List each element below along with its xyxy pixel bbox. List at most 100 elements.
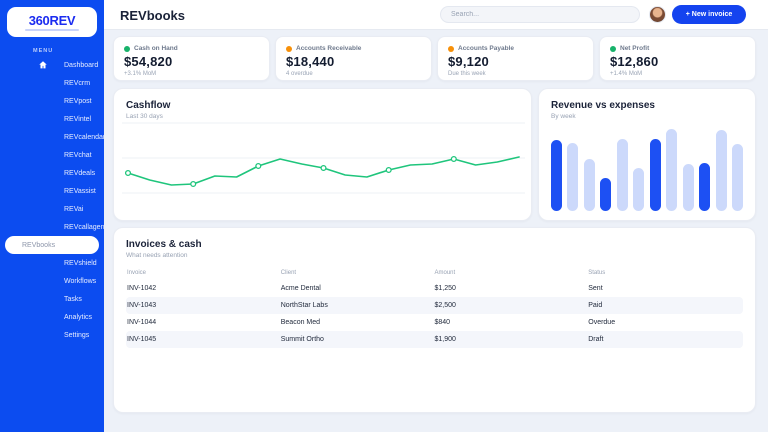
sidebar-item-revpost[interactable]: REVpost	[0, 92, 104, 110]
sidebar-item-revassist[interactable]: REVassist	[0, 182, 104, 200]
kpi-card-net-profit: Net Profit $12,860 +1.4% MoM	[599, 36, 756, 81]
kpi-label: Cash on Hand	[134, 45, 178, 52]
sidebar-item-dashboard[interactable]: Dashboard	[0, 56, 104, 74]
sidebar-item-label: REVdeals	[64, 169, 96, 177]
status-dot	[286, 45, 292, 52]
status-dot	[124, 45, 130, 52]
sidebar-item-label: REVshield	[64, 259, 97, 267]
revenue-subtitle: By week	[551, 113, 576, 120]
table-row[interactable]: INV-1045 Summit Ortho $1,900 Draft	[126, 331, 743, 348]
bar-expenses	[715, 130, 727, 211]
new-invoice-button[interactable]: + New invoice	[672, 5, 746, 24]
cell-invoice: INV-1042	[127, 285, 157, 292]
cell-invoice: INV-1043	[127, 302, 157, 309]
sidebar-item-revbooks-active[interactable]: REVbooks	[5, 236, 99, 254]
user-avatar[interactable]	[649, 6, 666, 23]
cell-client: NorthStar Labs	[280, 302, 328, 309]
kpi-label: Accounts Payable	[458, 45, 514, 52]
sidebar-nav: Dashboard REVcrm REVpost REVintel REVcal…	[0, 56, 107, 344]
col-header-invoice: Invoice	[127, 270, 147, 276]
cashflow-card: Cashflow Last 30 days	[113, 88, 532, 221]
invoices-card: Invoices & cash What needs attention Inv…	[113, 227, 756, 413]
page-title: REVbooks	[120, 8, 186, 23]
col-header-amount: Amount	[434, 270, 456, 276]
col-header-client: Client	[280, 270, 297, 276]
sidebar-item-analytics[interactable]: Analytics	[0, 308, 104, 326]
status-dot	[448, 45, 454, 52]
sidebar-item-label: REVcallagent	[64, 223, 107, 231]
sidebar-item-label: REVbooks	[22, 241, 56, 249]
invoices-title: Invoices & cash	[126, 239, 202, 250]
kpi-sub: +3.1% MoM	[124, 71, 157, 77]
revenue-expenses-bars	[551, 123, 743, 211]
kpi-label: Net Profit	[620, 45, 650, 52]
sidebar-item-label: REVintel	[64, 115, 92, 123]
sidebar-item-label: REVassist	[64, 187, 96, 195]
revenue-title: Revenue vs expenses	[551, 100, 655, 111]
col-header-status: Status	[588, 270, 606, 276]
bar-expenses	[583, 159, 595, 211]
sidebar: 360REV MENU Dashboard REVcrm REVpost REV…	[0, 0, 107, 432]
sidebar-item-tasks[interactable]: Tasks	[0, 290, 104, 308]
app-logo: 360REV	[7, 7, 97, 37]
table-row[interactable]: INV-1043 NorthStar Labs $2,500 Paid	[126, 297, 743, 314]
invoices-subtitle: What needs attention	[126, 252, 188, 259]
sidebar-item-revchat[interactable]: REVchat	[0, 146, 104, 164]
kpi-card-cash-on-hand: Cash on Hand $54,820 +3.1% MoM	[113, 36, 270, 81]
table-row[interactable]: INV-1044 Beacon Med $840 Overdue	[126, 314, 743, 331]
cell-status: Draft	[588, 336, 604, 343]
cell-client: Summit Ortho	[280, 336, 324, 343]
search-input[interactable]	[440, 6, 640, 23]
kpi-value: $18,440	[286, 54, 335, 69]
bar-expenses	[633, 168, 645, 211]
sidebar-item-label: Dashboard	[64, 61, 99, 69]
table-row[interactable]: INV-1042 Acme Dental $1,250 Sent	[126, 280, 743, 297]
kpi-value: $9,120	[448, 54, 489, 69]
cell-invoice: INV-1044	[127, 319, 157, 326]
sidebar-item-revcallagent[interactable]: REVcallagent	[0, 218, 107, 236]
bar-expenses	[567, 143, 579, 211]
cashflow-subtitle: Last 30 days	[126, 113, 163, 120]
sidebar-item-label: Tasks	[64, 295, 82, 303]
kpi-label: Accounts Receivable	[296, 45, 362, 52]
cell-amount: $1,900	[434, 336, 456, 343]
kpi-card-accounts-receivable: Accounts Receivable $18,440 4 overdue	[275, 36, 432, 81]
sidebar-item-workflows[interactable]: Workflows	[0, 272, 104, 290]
sidebar-item-revcalendar[interactable]: REVcalendar	[0, 128, 105, 146]
sidebar-item-label: REVchat	[64, 151, 92, 159]
sidebar-item-label: Workflows	[64, 277, 97, 285]
bar-revenue	[551, 140, 562, 211]
table-header-row: Invoice Client Amount Status	[126, 268, 743, 280]
bar-expenses	[682, 164, 694, 211]
bar-revenue	[649, 139, 661, 211]
kpi-sub: +1.4% MoM	[610, 71, 643, 77]
cell-amount: $840	[434, 319, 451, 326]
sidebar-item-revai[interactable]: REVai	[0, 200, 104, 218]
sidebar-item-settings[interactable]: Settings	[0, 326, 104, 344]
sidebar-item-label: Settings	[64, 331, 90, 339]
sidebar-item-revintel[interactable]: REVintel	[0, 110, 104, 128]
sidebar-item-label: REVpost	[64, 97, 92, 105]
logo-tagline	[25, 29, 79, 31]
cell-amount: $1,250	[434, 285, 456, 292]
sidebar-item-label: REVcrm	[64, 79, 91, 87]
bar-revenue	[699, 163, 711, 211]
sidebar-item-revshield[interactable]: REVshield	[0, 254, 104, 272]
cell-client: Beacon Med	[280, 319, 321, 326]
cell-amount: $2,500	[434, 302, 456, 309]
bar-revenue	[600, 178, 612, 211]
kpi-sub: Due this week	[448, 71, 486, 77]
sidebar-item-label: Analytics	[64, 313, 93, 321]
cell-client: Acme Dental	[280, 285, 321, 292]
sidebar-item-revdeals[interactable]: REVdeals	[0, 164, 104, 182]
bar-expenses	[666, 129, 678, 211]
sidebar-item-label: REVai	[64, 205, 84, 213]
cell-status: Sent	[588, 285, 603, 292]
menu-section-label: MENU	[33, 48, 54, 54]
cashflow-title: Cashflow	[126, 100, 171, 111]
kpi-value: $54,820	[124, 54, 173, 69]
sidebar-item-revcrm[interactable]: REVcrm	[0, 74, 104, 92]
home-icon	[39, 61, 47, 69]
status-dot	[610, 45, 616, 52]
top-bar: REVbooks + New invoice	[104, 0, 768, 30]
